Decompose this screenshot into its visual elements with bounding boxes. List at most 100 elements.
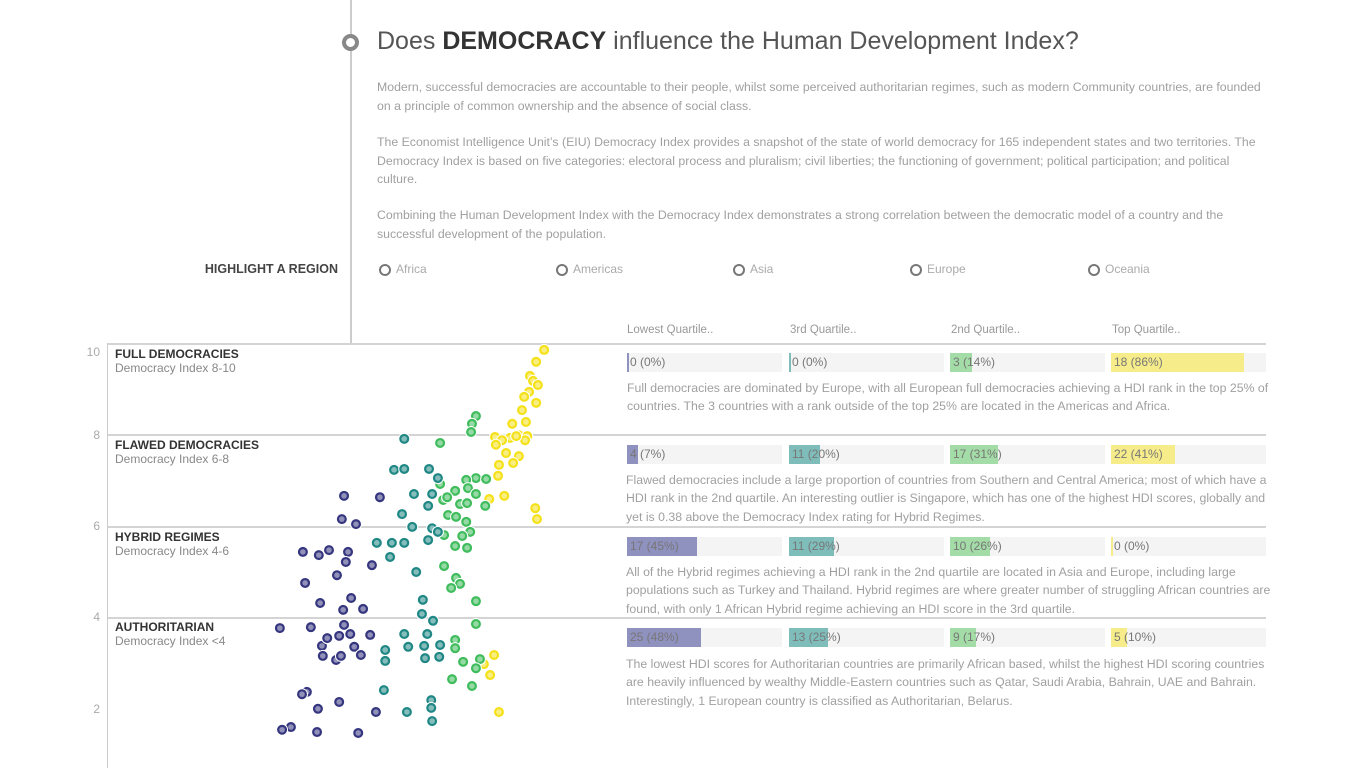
- scatter-point[interactable]: [449, 633, 462, 646]
- bar-top-quartile[interactable]: 0 (0%): [1111, 537, 1266, 556]
- scatter-point[interactable]: [434, 638, 447, 651]
- bar-lowest-quartile[interactable]: 25 (48%): [627, 628, 782, 647]
- scatter-point[interactable]: [284, 721, 297, 734]
- header-lowest-quartile[interactable]: Lowest Quartile..: [627, 324, 714, 336]
- scatter-point[interactable]: [311, 726, 324, 739]
- scatter-point[interactable]: [379, 654, 392, 667]
- scatter-point[interactable]: [314, 597, 327, 610]
- scatter-point[interactable]: [333, 629, 346, 642]
- scatter-point[interactable]: [273, 622, 286, 635]
- bar-3rd-quartile[interactable]: 13 (25%): [789, 628, 944, 647]
- scatter-point[interactable]: [398, 628, 411, 641]
- scatter-point[interactable]: [492, 705, 505, 718]
- scatter-point[interactable]: [415, 607, 428, 620]
- scatter-point[interactable]: [338, 618, 351, 631]
- scatter-point[interactable]: [296, 545, 309, 558]
- scatter-point[interactable]: [500, 446, 513, 459]
- bar-2nd-quartile[interactable]: 3 (14%): [950, 353, 1105, 372]
- scatter-point[interactable]: [370, 536, 383, 549]
- scatter-point[interactable]: [345, 591, 358, 604]
- scatter-point[interactable]: [480, 472, 493, 485]
- bar-2nd-quartile[interactable]: 10 (26%): [950, 537, 1105, 556]
- scatter-point[interactable]: [344, 628, 357, 641]
- scatter-point[interactable]: [402, 640, 415, 653]
- scatter-point[interactable]: [354, 648, 367, 661]
- scatter-point[interactable]: [515, 404, 528, 417]
- scatter-point[interactable]: [449, 540, 462, 553]
- bar-3rd-quartile[interactable]: 0 (0%): [789, 353, 944, 372]
- scatter-point[interactable]: [364, 628, 377, 641]
- scatter-point[interactable]: [299, 576, 312, 589]
- scatter-point[interactable]: [510, 430, 523, 443]
- scatter-point[interactable]: [456, 529, 469, 542]
- scatter-point[interactable]: [406, 520, 419, 533]
- header-2nd-quartile[interactable]: 2nd Quartile..: [951, 324, 1021, 336]
- radio-americas[interactable]: Americas: [556, 262, 623, 277]
- scatter-point[interactable]: [352, 726, 365, 739]
- bar-top-quartile[interactable]: 22 (41%): [1111, 445, 1266, 464]
- scatter-point[interactable]: [422, 534, 435, 547]
- scatter-point[interactable]: [330, 569, 343, 582]
- scatter-point[interactable]: [385, 536, 398, 549]
- scatter-point[interactable]: [446, 673, 459, 686]
- scatter-point[interactable]: [434, 436, 447, 449]
- scatter-point[interactable]: [454, 577, 467, 590]
- scatter-point[interactable]: [427, 614, 440, 627]
- scatter-point[interactable]: [449, 642, 462, 655]
- scatter-point[interactable]: [321, 632, 334, 645]
- bar-2nd-quartile[interactable]: 9 (17%): [950, 628, 1105, 647]
- scatter-point[interactable]: [357, 602, 370, 615]
- scatter-point[interactable]: [334, 649, 347, 662]
- scatter-point[interactable]: [338, 489, 351, 502]
- scatter-point[interactable]: [379, 643, 392, 656]
- scatter-point[interactable]: [339, 555, 352, 568]
- scatter-point[interactable]: [421, 628, 434, 641]
- scatter-point[interactable]: [422, 499, 435, 512]
- scatter-point[interactable]: [469, 595, 482, 608]
- scatter-point[interactable]: [410, 566, 423, 578]
- scatter-point[interactable]: [469, 662, 482, 675]
- scatter-point[interactable]: [388, 463, 401, 476]
- scatter-point[interactable]: [333, 695, 346, 708]
- scatter-point[interactable]: [426, 715, 439, 728]
- scatter-point[interactable]: [384, 550, 397, 563]
- bar-lowest-quartile[interactable]: 17 (45%): [627, 537, 782, 556]
- scatter-point[interactable]: [538, 343, 551, 356]
- bar-3rd-quartile[interactable]: 11 (20%): [789, 445, 944, 464]
- scatter-point[interactable]: [373, 491, 386, 504]
- scatter-point[interactable]: [296, 688, 308, 701]
- scatter-point[interactable]: [529, 502, 542, 515]
- scatter-point[interactable]: [419, 652, 432, 665]
- scatter-point[interactable]: [342, 545, 355, 558]
- scatter-point[interactable]: [438, 560, 451, 573]
- scatter-point[interactable]: [488, 648, 501, 661]
- scatter-point[interactable]: [316, 649, 329, 662]
- scatter-point[interactable]: [507, 457, 520, 470]
- scatter-point[interactable]: [461, 497, 474, 510]
- scatter-point[interactable]: [416, 593, 429, 606]
- header-top-quartile[interactable]: Top Quartile..: [1112, 324, 1181, 336]
- scatter-point[interactable]: [441, 491, 454, 504]
- scatter-point[interactable]: [469, 472, 482, 485]
- scatter-point[interactable]: [433, 650, 446, 663]
- scatter-point[interactable]: [365, 559, 378, 572]
- scatter-point[interactable]: [530, 396, 543, 409]
- scatter-point[interactable]: [518, 390, 531, 403]
- radio-europe[interactable]: Europe: [910, 262, 966, 277]
- scatter-point[interactable]: [469, 617, 482, 630]
- scatter-point[interactable]: [418, 639, 431, 652]
- scatter-point[interactable]: [431, 472, 444, 485]
- scatter-point[interactable]: [335, 513, 348, 526]
- scatter-point[interactable]: [473, 653, 486, 666]
- scatter-point[interactable]: [426, 488, 439, 501]
- scatter-point[interactable]: [479, 499, 492, 512]
- bar-top-quartile[interactable]: 18 (86%): [1111, 353, 1266, 372]
- scatter-point[interactable]: [445, 581, 458, 594]
- scatter-point[interactable]: [431, 525, 444, 538]
- scatter-point[interactable]: [400, 705, 413, 718]
- radio-asia[interactable]: Asia: [733, 262, 773, 277]
- scatter-point[interactable]: [398, 432, 411, 445]
- scatter-point[interactable]: [337, 603, 350, 616]
- scatter-point[interactable]: [531, 513, 544, 526]
- scatter-point[interactable]: [348, 640, 361, 653]
